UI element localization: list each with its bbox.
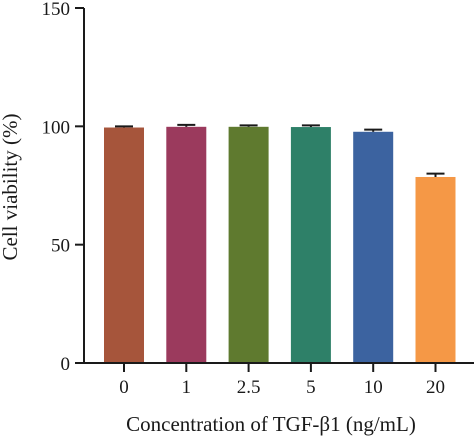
x-tick-label: 0 bbox=[119, 377, 129, 398]
y-tick-label: 100 bbox=[42, 117, 71, 138]
y-tick-label: 0 bbox=[61, 354, 71, 375]
x-tick-label: 5 bbox=[306, 377, 316, 398]
y-tick-label: 50 bbox=[51, 236, 70, 257]
error-bars-group bbox=[115, 123, 445, 177]
bars-group bbox=[104, 126, 456, 364]
y-axis-label: Cell viability (%) bbox=[0, 114, 22, 261]
x-ticks-group: 0 1 2.5 5 10 20 bbox=[119, 363, 445, 398]
x-tick-label: 20 bbox=[426, 377, 445, 398]
bar bbox=[228, 126, 269, 363]
bar bbox=[353, 131, 394, 363]
x-axis-label: Concentration of TGF-β1 (ng/mL) bbox=[126, 412, 416, 436]
bar bbox=[166, 126, 207, 363]
y-ticks-group: 0 50 100 150 bbox=[42, 0, 84, 375]
x-tick-label: 2.5 bbox=[237, 377, 261, 398]
x-tick-label: 10 bbox=[364, 377, 383, 398]
bar bbox=[104, 127, 144, 364]
y-tick-label: 150 bbox=[42, 0, 71, 20]
bar bbox=[415, 176, 456, 363]
x-tick-label: 1 bbox=[182, 377, 192, 398]
bar bbox=[290, 127, 331, 363]
